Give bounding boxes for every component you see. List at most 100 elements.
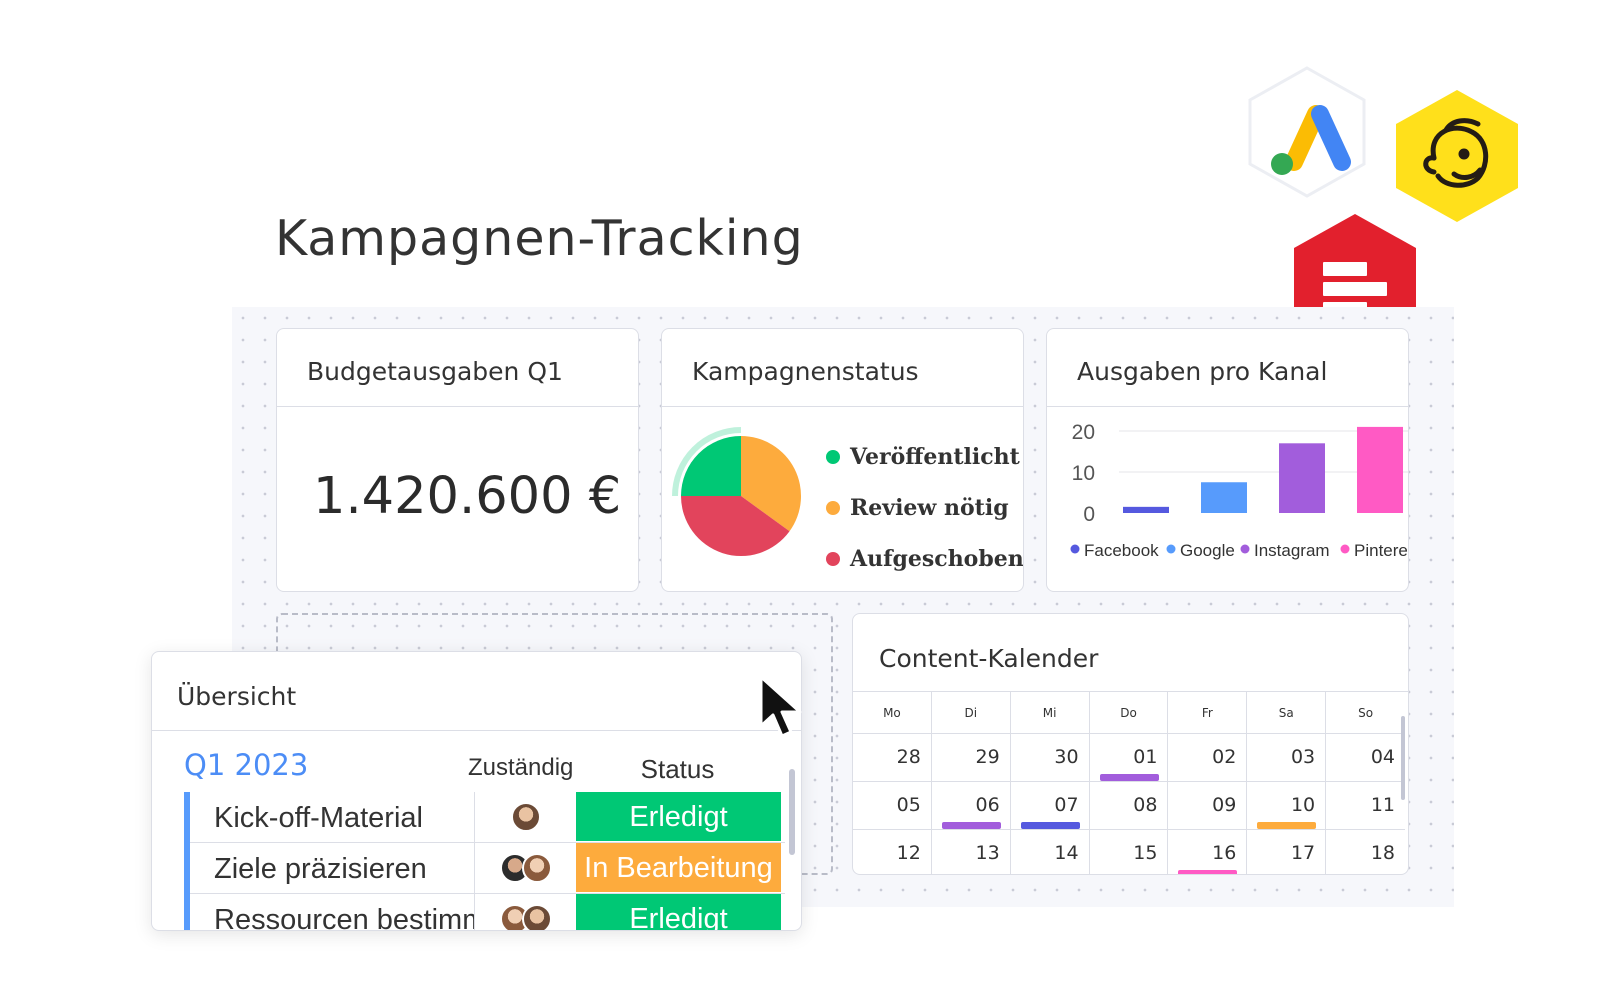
calendar-day[interactable]: 08 [1090,782,1169,829]
owner-cell[interactable] [475,894,576,930]
channel-spend-widget[interactable]: Ausgaben pro Kanal 20 10 0 Facebook Google In… [1046,328,1409,592]
calendar-day[interactable]: 12 [853,830,932,874]
task-table: Kick-off-Material Erledigt Ziele präzisier… [184,792,785,930]
calendar-day[interactable]: 17 [1247,830,1327,874]
weekday-label: Mo [853,692,932,733]
week-row: 28 29 30 01 02 03 04 [853,734,1405,782]
calendar-event[interactable] [941,822,1001,829]
google-ads-icon [1271,105,1351,175]
pie-slice-review-n-tig[interactable] [741,436,801,532]
bar-facebook[interactable] [1123,506,1169,513]
widget-title: Content-Kalender [853,614,1408,692]
budget-value: 1.420.600 € [313,467,622,526]
owner-cell[interactable] [475,843,576,893]
avatar[interactable] [521,904,552,930]
legend-label: Aufgeschoben [850,545,1024,572]
status-legend: Veröffentlicht Review nötig Aufgeschoben [826,431,1024,584]
legend-item: Aufgeschoben [826,533,1024,584]
calendar-day[interactable]: 01 [1090,734,1169,781]
weekday-label: Fr [1168,692,1248,733]
weekday-label: Do [1090,692,1169,733]
weekday-label: Sa [1247,692,1327,733]
calendar-day[interactable]: 29 [932,734,1011,781]
calendar-day[interactable]: 03 [1247,734,1327,781]
calendar-event[interactable] [1099,774,1159,781]
calendar-day[interactable]: 30 [1011,734,1090,781]
legend-label: Review nötig [850,494,1009,521]
calendar-day[interactable]: 10 [1247,782,1327,829]
calendar-day[interactable]: 15 [1090,830,1169,874]
legend-dot [826,449,840,464]
google-ads-badge[interactable] [1240,62,1374,202]
y-tick-label: 0 [1083,503,1095,526]
weekday-label: Mi [1011,692,1090,733]
overview-scrollbar[interactable] [789,769,795,855]
legend-dot [1340,544,1350,554]
legend-item: Veröffentlicht [826,431,1023,482]
calendar-day[interactable]: 16 [1168,830,1248,874]
bar-instagram[interactable] [1279,443,1325,513]
mouse-cursor-icon [759,675,802,738]
task-name[interactable]: Kick-off-Material [190,792,475,842]
legend-label: Pintere [1354,541,1408,560]
page-title: Kampagnen-Tracking [275,210,804,267]
table-row[interactable]: Ziele präzisieren In Bearbeitung [190,843,785,894]
status-badge[interactable]: Erledigt [576,792,781,842]
group-title[interactable]: Q1 2023 [184,748,309,782]
weekday-label: Di [932,692,1011,733]
pie-slice-ver-ffentlicht[interactable] [681,436,741,496]
mailchimp-icon [1423,118,1489,188]
avatar[interactable] [521,853,552,883]
table-row[interactable]: Ressourcen bestimme Erledigt [190,894,785,930]
bar-google[interactable] [1201,482,1247,513]
calendar-day[interactable]: 13 [932,830,1011,874]
calendar-day[interactable]: 05 [853,782,932,829]
calendar-day[interactable]: 14 [1011,830,1090,874]
legend-label: Veröffentlicht [850,443,1020,470]
week-row: 05 06 07 08 09 10 11 [853,782,1405,830]
column-header-status[interactable]: Status [640,754,715,784]
calendar-day[interactable]: 04 [1370,746,1396,768]
content-calendar-widget[interactable]: Content-Kalender Mo Di Mi Do Fr Sa So 28 29 30 01 0… [852,613,1409,875]
calendar-day[interactable]: 09 [1168,782,1248,829]
overview-widget[interactable]: Übersicht Q1 2023 Zuständig Status Kick-… [151,651,802,931]
week-row: 12 13 14 15 16 17 18 [853,830,1405,874]
table-row[interactable]: Kick-off-Material Erledigt [190,792,785,843]
calendar-day[interactable]: 18 [1370,842,1396,864]
widget-title: Übersicht [152,652,801,731]
weekday-row: Mo Di Mi Do Fr Sa So [853,692,1405,734]
calendar-day[interactable]: 02 [1168,734,1248,781]
legend-dot [1070,544,1080,554]
calendar-day[interactable]: 28 [853,734,932,781]
task-name[interactable]: Ziele präzisieren [190,843,475,893]
owner-cell[interactable] [475,792,576,842]
calendar-event[interactable] [1178,870,1238,874]
legend-item: Review nötig [826,482,1023,533]
pie-slice-aufgeschoben[interactable] [681,496,790,556]
calendar-grid: Mo Di Mi Do Fr Sa So 28 29 30 01 02 03 04 05 06 07 08 09 10… [853,692,1405,874]
status-badge[interactable]: In Bearbeitung [576,843,781,893]
pie-hover-arc [672,427,742,497]
calendar-day[interactable]: 07 [1011,782,1090,829]
campaign-status-widget[interactable]: Kampagnenstatus Veröffentlicht Review nö… [661,328,1024,592]
status-badge[interactable]: Erledigt [576,894,781,930]
calendar-day[interactable]: 11 [1370,794,1396,816]
calendar-event[interactable] [1257,822,1317,829]
legend-dot [1240,544,1250,554]
calendar-event[interactable] [1020,822,1080,829]
avatar[interactable] [510,802,541,832]
mailchimp-badge[interactable] [1394,88,1520,224]
avatar-group [499,853,552,883]
column-header-owner[interactable]: Zuständig [468,754,574,781]
widget-title: Budgetausgaben Q1 [277,329,638,407]
task-name[interactable]: Ressourcen bestimme [190,894,475,930]
y-tick-label: 20 [1072,421,1095,444]
budget-widget[interactable]: Budgetausgaben Q1 1.420.600 € [276,328,639,592]
channel-bar-chart: 20 10 0 Facebook Google Instagram Pintere [1070,421,1408,560]
calendar-scrollbar[interactable] [1401,716,1405,800]
bar-pinterest[interactable] [1357,426,1403,513]
avatar-group [499,904,552,930]
calendar-day[interactable]: 06 [932,782,1011,829]
legend-label: Google [1180,541,1235,560]
weekday-label: So [1358,706,1374,720]
